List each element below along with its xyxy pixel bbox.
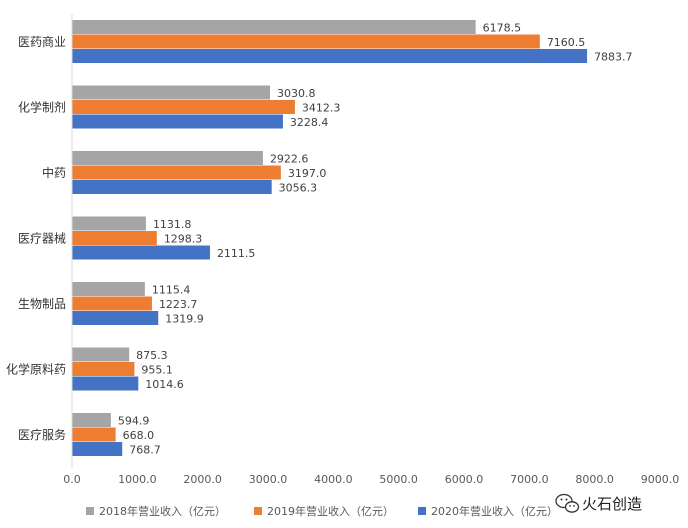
bar (72, 376, 139, 391)
category-label: 医疗器械 (18, 230, 66, 245)
data-label: 6178.5 (483, 21, 522, 34)
data-label: 2922.6 (270, 152, 309, 165)
legend-swatch (418, 507, 426, 515)
data-label: 955.1 (141, 363, 173, 376)
bar (72, 180, 272, 194)
bar (72, 282, 145, 296)
data-label: 1223.7 (159, 298, 198, 311)
x-tick-label: 0.0 (63, 473, 81, 486)
bar (72, 85, 271, 100)
data-label: 3056.3 (279, 181, 318, 194)
x-tick-label: 3000.0 (249, 473, 288, 486)
bar (72, 20, 476, 34)
data-label: 1298.3 (164, 232, 203, 245)
category-label: 医药商业 (18, 34, 66, 49)
data-label: 1115.4 (152, 283, 191, 296)
data-label: 1319.9 (165, 312, 204, 325)
data-label: 3197.0 (288, 167, 327, 180)
bar (72, 311, 159, 325)
watermark-text: 火石创造 (582, 495, 642, 513)
data-label: 668.0 (123, 429, 155, 442)
wechat-icon (555, 493, 580, 513)
bar (72, 413, 111, 427)
legend-swatch (254, 507, 262, 515)
legend-label: 2019年营业收入（亿元） (267, 504, 394, 518)
category-label: 化学制剂 (18, 99, 66, 114)
legend-label: 2018年营业收入（亿元） (99, 504, 226, 518)
bar (72, 165, 281, 180)
bar (72, 231, 157, 245)
data-label: 1014.6 (145, 378, 184, 391)
data-label: 594.9 (118, 414, 149, 427)
bar (72, 216, 146, 231)
x-tick-label: 7000.0 (510, 473, 549, 486)
bar (72, 245, 210, 260)
legend-label: 2020年营业收入（亿元） (431, 504, 558, 518)
category-label: 生物制品 (18, 297, 66, 311)
bar (72, 347, 130, 362)
data-label: 2111.5 (217, 247, 256, 260)
x-tick-label: 8000.0 (575, 473, 614, 486)
watermark: 火石创造 (555, 493, 642, 513)
bar (72, 427, 116, 442)
bar (72, 442, 123, 456)
bar (72, 151, 263, 165)
category-label: 医疗服务 (18, 427, 66, 442)
legend: 2018年营业收入（亿元） 2019年营业收入（亿元） 2020年营业收入（亿元） (86, 504, 558, 518)
bar (72, 49, 588, 63)
x-tick-label: 6000.0 (445, 473, 484, 486)
bar (72, 34, 540, 49)
data-label: 7883.7 (594, 50, 633, 63)
x-tick-label: 2000.0 (183, 473, 222, 486)
data-label: 875.3 (136, 349, 168, 362)
data-label: 3228.4 (290, 116, 329, 129)
x-tick-label: 4000.0 (314, 473, 353, 486)
x-tick-label: 1000.0 (118, 473, 157, 486)
category-label: 中药 (42, 165, 66, 180)
x-tick-label: 5000.0 (379, 473, 418, 486)
data-label: 7160.5 (547, 36, 586, 49)
legend-swatch (86, 507, 94, 515)
bar (72, 100, 295, 114)
bar (72, 296, 152, 311)
x-tick-labels: 0.0 1000.0 2000.0 3000.0 4000.0 5000.0 6000.0 7… (63, 473, 679, 486)
x-tick-label: 9000.0 (641, 473, 680, 486)
bar (72, 114, 283, 129)
data-label: 768.7 (129, 443, 161, 456)
data-label: 1131.8 (153, 218, 192, 231)
data-label: 3030.8 (277, 87, 316, 100)
category-label: 化学原料药 (6, 361, 66, 376)
data-label: 3412.3 (302, 101, 341, 114)
bar (72, 362, 135, 376)
